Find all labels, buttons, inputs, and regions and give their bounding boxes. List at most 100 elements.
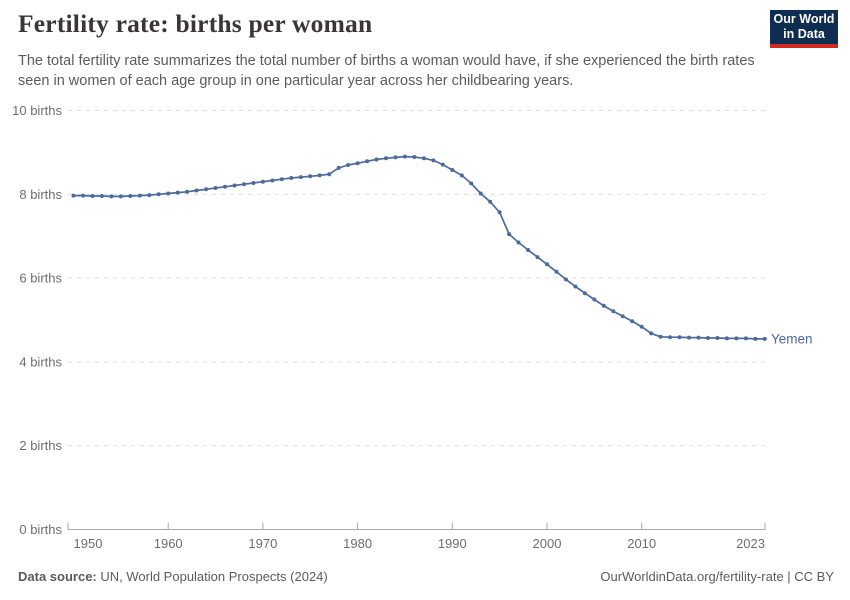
data-point[interactable] bbox=[658, 334, 663, 339]
chart-footer: Data source: UN, World Population Prospe… bbox=[18, 569, 834, 584]
data-point[interactable] bbox=[336, 165, 341, 170]
data-point[interactable] bbox=[459, 173, 464, 178]
data-point[interactable] bbox=[71, 193, 76, 198]
data-point[interactable] bbox=[715, 336, 720, 340]
data-point[interactable] bbox=[232, 183, 237, 188]
data-point[interactable] bbox=[374, 157, 379, 162]
data-source-label: Data source: bbox=[18, 569, 97, 584]
data-source-value: UN, World Population Prospects (2024) bbox=[96, 569, 328, 584]
x-axis-line bbox=[67, 522, 766, 530]
data-point[interactable] bbox=[724, 336, 729, 341]
chart-subtitle: The total fertility rate summarizes the … bbox=[18, 53, 755, 89]
data-point[interactable] bbox=[147, 193, 152, 198]
data-point[interactable] bbox=[554, 269, 559, 274]
data-point[interactable] bbox=[137, 193, 142, 198]
data-point[interactable] bbox=[298, 175, 303, 180]
data-point[interactable] bbox=[194, 188, 199, 193]
data-point[interactable] bbox=[412, 155, 417, 159]
data-point[interactable] bbox=[526, 248, 531, 252]
data-point[interactable] bbox=[128, 194, 133, 198]
data-point[interactable] bbox=[639, 324, 644, 329]
data-point[interactable] bbox=[289, 176, 294, 180]
data-point[interactable] bbox=[753, 336, 758, 341]
data-point[interactable] bbox=[601, 303, 606, 308]
owid-logo[interactable]: Our World in Data bbox=[770, 10, 838, 48]
data-point[interactable] bbox=[156, 192, 161, 197]
data-point[interactable] bbox=[535, 255, 540, 260]
y-axis-tick-label: 0 births bbox=[19, 522, 62, 537]
x-axis-tick-label: 2010 bbox=[627, 536, 656, 551]
series-line[interactable] bbox=[73, 155, 765, 340]
data-point[interactable] bbox=[440, 162, 445, 167]
x-axis-tick-label: 2023 bbox=[736, 536, 765, 551]
data-point[interactable] bbox=[251, 181, 256, 185]
x-axis-tick-label: 1990 bbox=[438, 536, 467, 551]
data-point[interactable] bbox=[421, 156, 426, 161]
data-point[interactable] bbox=[516, 240, 521, 245]
data-point[interactable] bbox=[327, 172, 332, 177]
data-point[interactable] bbox=[346, 163, 351, 167]
data-point[interactable] bbox=[260, 179, 265, 184]
owid-logo-line1: Our World bbox=[773, 11, 835, 26]
data-point[interactable] bbox=[175, 190, 180, 195]
data-point[interactable] bbox=[563, 277, 568, 282]
data-point[interactable] bbox=[308, 174, 313, 179]
data-point[interactable] bbox=[762, 336, 767, 341]
data-point[interactable] bbox=[166, 191, 171, 196]
data-point[interactable] bbox=[734, 336, 739, 341]
x-axis-tick-label: 1980 bbox=[343, 536, 372, 551]
data-point[interactable] bbox=[384, 156, 388, 161]
x-axis-tick-label: 1970 bbox=[248, 536, 277, 551]
data-point[interactable] bbox=[99, 194, 104, 198]
data-point[interactable] bbox=[488, 199, 493, 204]
data-point[interactable] bbox=[478, 191, 483, 196]
data-point[interactable] bbox=[497, 210, 502, 215]
data-point[interactable] bbox=[582, 291, 587, 296]
data-point[interactable] bbox=[204, 187, 209, 192]
page-title: Fertility rate: births per woman bbox=[18, 9, 373, 38]
data-point[interactable] bbox=[118, 194, 123, 199]
data-point[interactable] bbox=[592, 297, 597, 302]
data-point[interactable] bbox=[279, 177, 284, 182]
x-axis-tick-label: 2000 bbox=[533, 536, 562, 551]
data-point[interactable] bbox=[365, 159, 370, 164]
data-point[interactable] bbox=[270, 178, 275, 183]
data-point[interactable] bbox=[620, 314, 625, 319]
credit-link[interactable]: OurWorldinData.org/fertility-rate | CC B… bbox=[600, 569, 834, 584]
data-point[interactable] bbox=[706, 336, 710, 340]
data-point[interactable] bbox=[213, 186, 218, 190]
data-point[interactable] bbox=[81, 193, 85, 198]
data-point[interactable] bbox=[677, 335, 682, 340]
data-point[interactable] bbox=[469, 181, 474, 186]
data-point[interactable] bbox=[431, 158, 436, 163]
data-point[interactable] bbox=[573, 284, 578, 289]
data-point[interactable] bbox=[545, 262, 549, 267]
data-point[interactable] bbox=[630, 319, 635, 324]
data-point[interactable] bbox=[649, 331, 654, 336]
data-point[interactable] bbox=[743, 336, 748, 341]
data-point[interactable] bbox=[687, 335, 691, 340]
data-point[interactable] bbox=[393, 155, 398, 160]
data-point[interactable] bbox=[507, 232, 512, 237]
line-chart-canvas[interactable]: 0 births 2 births 4 births 6 births 8 births… bbox=[0, 0, 850, 560]
data-point[interactable] bbox=[668, 335, 673, 340]
y-axis-tick-label: 8 births bbox=[19, 187, 62, 202]
y-axis-tick-label: 2 births bbox=[19, 438, 62, 453]
data-point[interactable] bbox=[696, 335, 701, 340]
y-axis-tick-label: 6 births bbox=[19, 271, 62, 286]
data-point[interactable] bbox=[90, 194, 95, 198]
data-point[interactable] bbox=[242, 182, 246, 187]
x-axis-tick-label: 1950 bbox=[74, 536, 103, 551]
data-point[interactable] bbox=[317, 173, 322, 178]
y-axis-tick-label: 10 births bbox=[12, 103, 62, 118]
data-source: Data source: UN, World Population Prospe… bbox=[18, 569, 328, 584]
data-point[interactable] bbox=[185, 189, 190, 194]
x-axis-tick-label: 1960 bbox=[154, 536, 183, 551]
data-point[interactable] bbox=[223, 184, 227, 189]
data-point[interactable] bbox=[355, 161, 360, 166]
data-point[interactable] bbox=[109, 194, 114, 199]
data-point[interactable] bbox=[611, 309, 616, 314]
entity-label[interactable]: Yemen bbox=[771, 331, 813, 346]
data-point[interactable] bbox=[402, 154, 407, 159]
data-point[interactable] bbox=[450, 168, 455, 172]
